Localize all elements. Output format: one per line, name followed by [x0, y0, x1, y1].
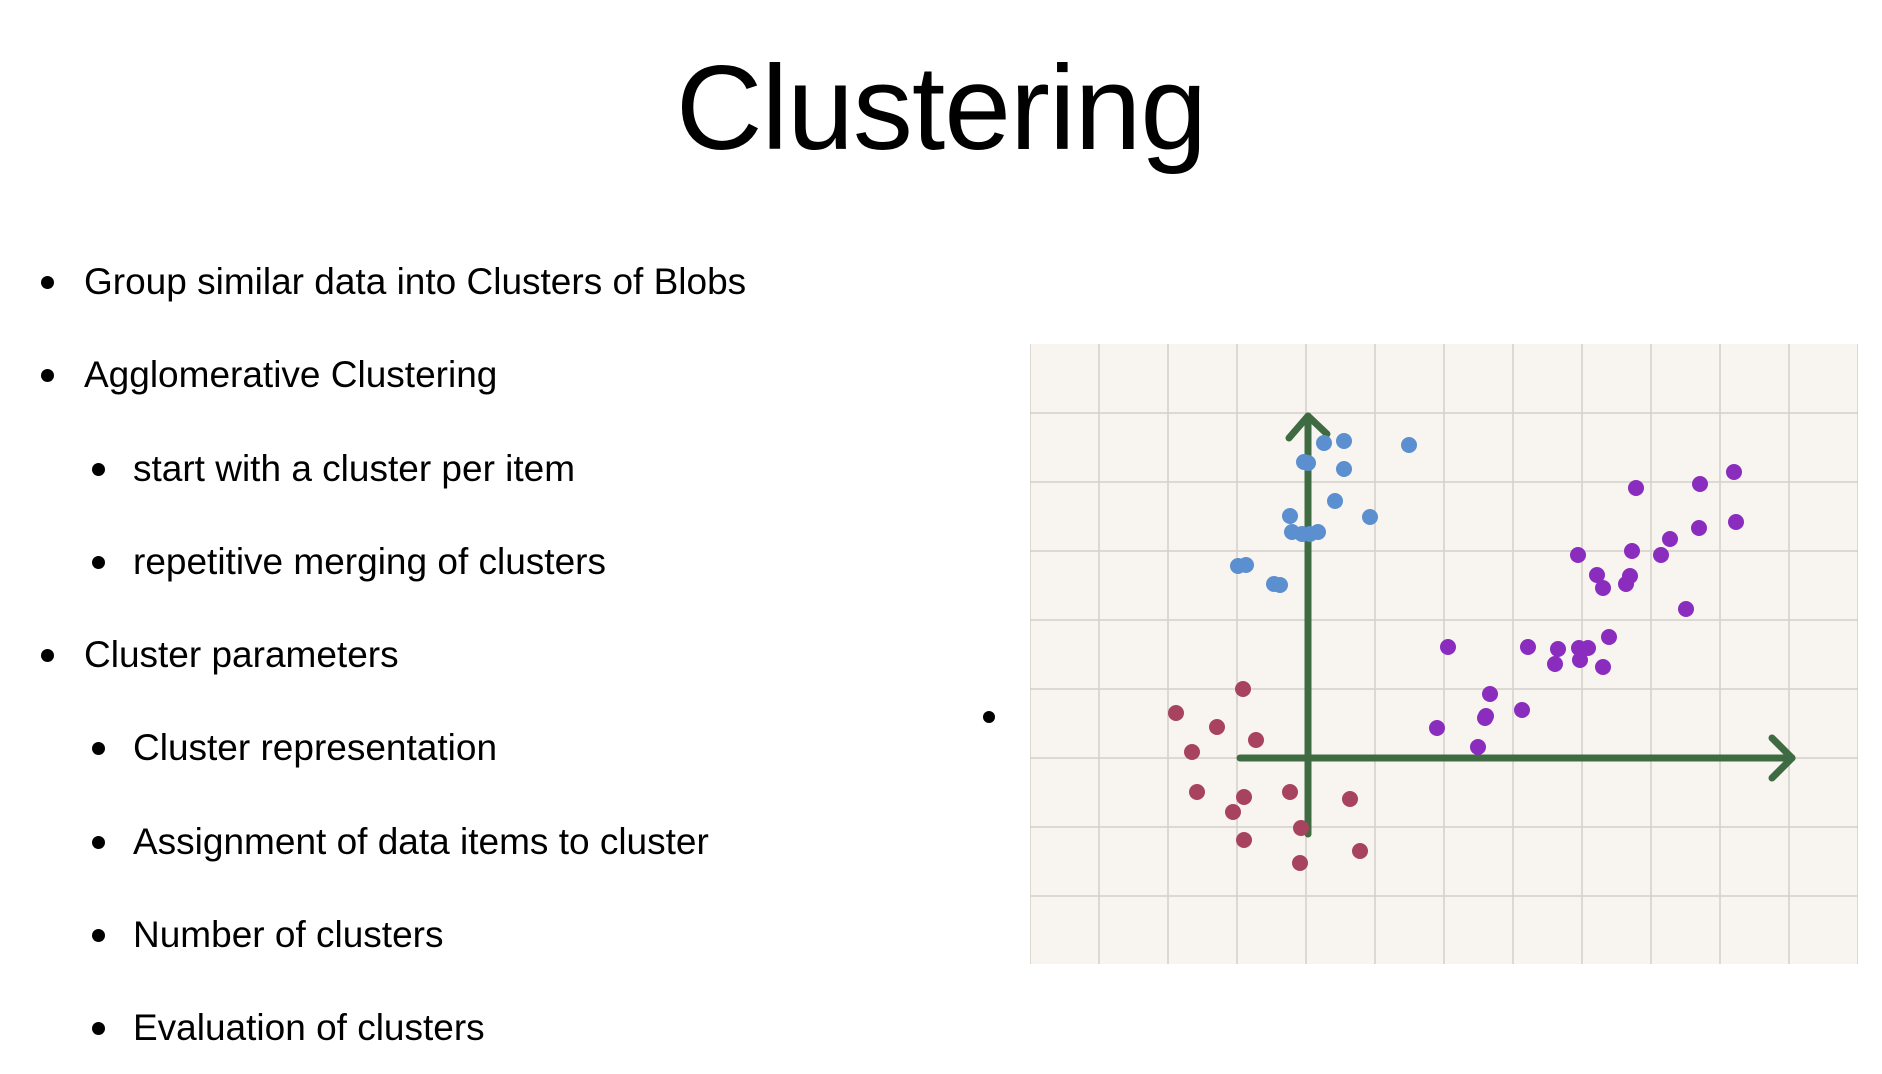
purple-cluster-point: [1692, 476, 1708, 492]
sub-bullet-item: Cluster representation: [92, 726, 498, 770]
bullet-list: Group similar data into Clusters of Blob…: [0, 0, 900, 1074]
bullet-dot-icon: [41, 369, 54, 382]
bullet-dot-icon: [92, 463, 105, 476]
bullet-dot-icon: [92, 836, 105, 849]
bullet-item: Cluster parameters: [41, 633, 399, 677]
sub-bullet-item: repetitive merging of clusters: [92, 540, 606, 584]
bullet-text: Number of clusters: [133, 914, 444, 955]
purple-cluster-point: [1482, 686, 1498, 702]
red-cluster-point: [1282, 784, 1298, 800]
purple-cluster-point: [1618, 576, 1634, 592]
bullet-dot-icon: [92, 556, 105, 569]
red-cluster-point: [1236, 832, 1252, 848]
purple-cluster-point: [1440, 639, 1456, 655]
red-cluster-point: [1184, 744, 1200, 760]
blue-cluster-point: [1310, 524, 1326, 540]
purple-cluster-point: [1514, 702, 1530, 718]
purple-cluster-point: [1547, 656, 1563, 672]
purple-cluster-point: [1678, 601, 1694, 617]
sub-bullet-item: Assignment of data items to cluster: [92, 820, 709, 864]
blue-cluster-point: [1336, 433, 1352, 449]
blue-cluster-point: [1362, 509, 1378, 525]
purple-cluster-point: [1550, 641, 1566, 657]
bullet-dot-icon: [92, 742, 105, 755]
purple-cluster-point: [1628, 480, 1644, 496]
bullet-dot-icon: [41, 649, 54, 662]
purple-cluster-point: [1580, 640, 1596, 656]
blue-cluster-point: [1336, 461, 1352, 477]
purple-cluster-point: [1572, 652, 1588, 668]
purple-cluster-point: [1477, 710, 1493, 726]
purple-cluster-point: [1662, 531, 1678, 547]
purple-cluster-point: [1601, 629, 1617, 645]
blue-cluster-point: [1272, 577, 1288, 593]
blue-cluster-point: [1296, 454, 1312, 470]
blue-cluster-point: [1238, 557, 1254, 573]
purple-cluster-point: [1728, 514, 1744, 530]
red-cluster-point: [1292, 855, 1308, 871]
bullet-dot-icon: [41, 276, 54, 289]
purple-cluster-point: [1429, 720, 1445, 736]
red-cluster-point: [1235, 681, 1251, 697]
x-axis-arrow-icon: [1768, 734, 1796, 782]
red-cluster-point: [1168, 705, 1184, 721]
red-cluster-point: [1236, 789, 1252, 805]
y-axis-arrow-icon: [1285, 412, 1331, 442]
bullet-text: Cluster parameters: [84, 634, 399, 675]
bullet-text: start with a cluster per item: [133, 448, 576, 489]
purple-cluster-point: [1595, 659, 1611, 675]
bullet-item: Agglomerative Clustering: [41, 353, 498, 397]
sub-bullet-item: start with a cluster per item: [92, 447, 576, 491]
slide-title: Clustering: [675, 41, 1207, 175]
red-cluster-point: [1248, 732, 1264, 748]
purple-cluster-point: [1624, 543, 1640, 559]
purple-cluster-point: [1470, 739, 1486, 755]
red-cluster-point: [1342, 791, 1358, 807]
blue-cluster-point: [1327, 493, 1343, 509]
sub-bullet-item: Evaluation of clusters: [92, 1006, 485, 1050]
bullet-item: Group similar data into Clusters of Blob…: [41, 260, 747, 304]
purple-cluster-point: [1570, 547, 1586, 563]
purple-cluster-point: [1595, 580, 1611, 596]
red-cluster-point: [1352, 843, 1368, 859]
bullet-text: Evaluation of clusters: [133, 1007, 485, 1048]
bullet-text: Cluster representation: [133, 727, 498, 768]
bullet-text: repetitive merging of clusters: [133, 541, 606, 582]
blue-cluster-point: [1401, 437, 1417, 453]
purple-cluster-point: [1691, 520, 1707, 536]
bullet-text: Group similar data into Clusters of Blob…: [84, 261, 747, 302]
bullet-text: Agglomerative Clustering: [84, 354, 498, 395]
empty-bullet-dot-icon: [983, 711, 995, 723]
blue-cluster-point: [1316, 435, 1332, 451]
cluster-sketch-figure: [1030, 344, 1858, 964]
blue-cluster-point: [1282, 508, 1298, 524]
bullet-dot-icon: [92, 1022, 105, 1035]
red-cluster-point: [1209, 719, 1225, 735]
bullet-dot-icon: [92, 929, 105, 942]
red-cluster-point: [1189, 784, 1205, 800]
sub-bullet-item: Number of clusters: [92, 913, 444, 957]
cluster-sketch-svg: [1030, 344, 1858, 964]
bullet-text: Assignment of data items to cluster: [133, 821, 709, 862]
purple-cluster-point: [1589, 567, 1605, 583]
red-cluster-point: [1225, 804, 1241, 820]
red-cluster-point: [1293, 820, 1309, 836]
purple-cluster-point: [1653, 547, 1669, 563]
purple-cluster-point: [1726, 464, 1742, 480]
purple-cluster-point: [1520, 639, 1536, 655]
